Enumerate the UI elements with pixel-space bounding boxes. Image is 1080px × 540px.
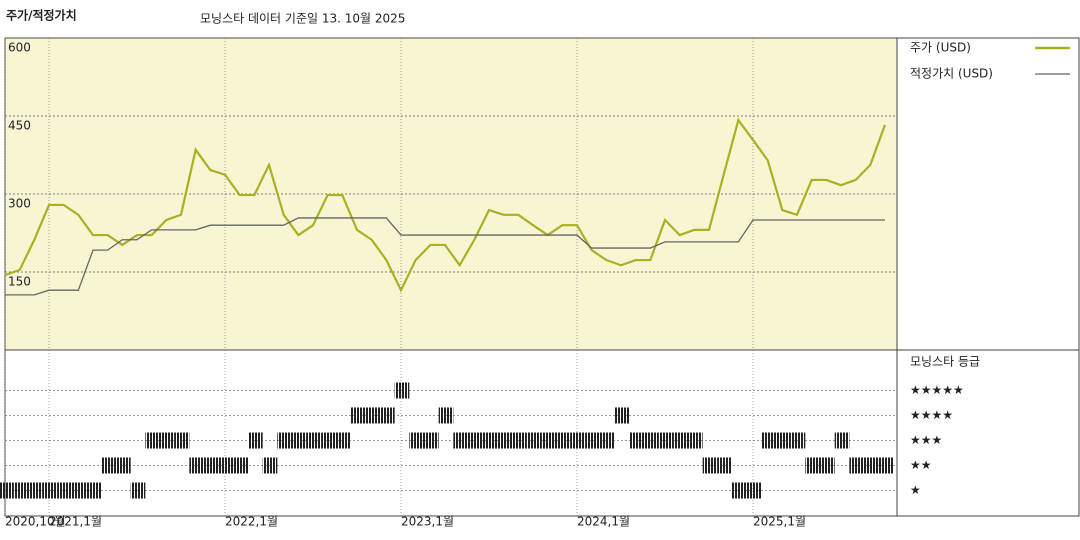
rating-bar [160, 432, 175, 449]
rating-bar [0, 482, 14, 499]
rating-bar [820, 457, 835, 474]
rating-bar [790, 432, 806, 449]
rating-bar [101, 457, 116, 474]
series-line [5, 217, 885, 296]
rating-bar [116, 457, 131, 474]
rating-bar [688, 432, 703, 449]
rating-bar [746, 482, 762, 499]
rating-title: 모닝스타 등급 [910, 355, 980, 369]
series-line [4, 117, 887, 293]
rating-bar [145, 432, 160, 449]
legend-label: 적정가치 (USD) [910, 67, 993, 81]
rating-bar [878, 457, 894, 474]
rating-bar [248, 432, 263, 449]
rating-bar [482, 432, 498, 449]
rating-bar [189, 457, 204, 474]
rating-bar [306, 432, 322, 449]
rating-bar [644, 432, 659, 449]
rating-bar [233, 457, 248, 474]
rating-bar [864, 457, 879, 474]
x-tick-label: 2025,1월 [753, 515, 806, 529]
rating-bar [512, 432, 527, 449]
rating-bar [732, 482, 747, 499]
rating-bar [717, 457, 732, 474]
rating-label: ★★★ [910, 433, 942, 447]
rating-bar [218, 457, 234, 474]
y-tick-label: 600 [8, 41, 31, 55]
rating-bar [292, 432, 307, 449]
rating-label: ★★★★ [910, 408, 953, 422]
rating-bar [468, 432, 483, 449]
rating-bar [702, 457, 718, 474]
rating-bar [526, 432, 542, 449]
rating-bar [130, 482, 146, 499]
rating-bar [365, 407, 380, 424]
rating-bar [262, 457, 278, 474]
rating-bar [42, 482, 58, 499]
rating-bar [409, 432, 424, 449]
rating-bar [336, 432, 351, 449]
rating-bar [72, 482, 87, 499]
rating-bar [570, 432, 586, 449]
rating-bar [86, 482, 102, 499]
chart-title: 주가/적정가치 [6, 8, 77, 23]
y-tick-label: 450 [8, 119, 31, 133]
rating-bar [614, 407, 630, 424]
rating-bar [453, 432, 468, 449]
rating-bar [394, 382, 410, 399]
rating-label: ★★★★★ [910, 383, 964, 397]
x-tick-label: 2022,1월 [225, 515, 278, 529]
rating-bar [438, 407, 454, 424]
rating-bar [321, 432, 336, 449]
y-tick-label: 150 [8, 275, 31, 289]
rating-bar [13, 482, 28, 499]
chart-subtitle: 모닝스타 데이터 기준일 13. 10월 2025 [200, 12, 405, 26]
rating-bar [556, 432, 571, 449]
legend-label: 주가 (USD) [910, 41, 971, 55]
rating-label: ★ [910, 483, 921, 497]
rating-bar [350, 407, 366, 424]
rating-bar [658, 432, 674, 449]
rating-bar [849, 457, 864, 474]
rating-label: ★★ [910, 458, 932, 472]
rating-bar [805, 457, 820, 474]
rating-bar [204, 457, 219, 474]
rating-bar [761, 432, 776, 449]
rating-bar [776, 432, 791, 449]
rating-bar [424, 432, 439, 449]
rating-bar [629, 432, 644, 449]
x-tick-label: 2021,1월 [49, 515, 102, 529]
rating-bar [57, 482, 72, 499]
rating-bar [541, 432, 556, 449]
x-tick-label: 2020,10월 [5, 515, 66, 529]
rating-bar [174, 432, 190, 449]
y-tick-label: 300 [8, 197, 31, 211]
rating-bar [585, 432, 600, 449]
rating-bar [497, 432, 512, 449]
rating-bar [600, 432, 615, 449]
rating-bar [834, 432, 850, 449]
rating-bar [277, 432, 292, 449]
x-tick-label: 2023,1월 [401, 515, 454, 529]
x-tick-label: 2024,1월 [577, 515, 630, 529]
rating-bar [673, 432, 688, 449]
rating-bar [380, 407, 395, 424]
rating-bar [28, 482, 43, 499]
